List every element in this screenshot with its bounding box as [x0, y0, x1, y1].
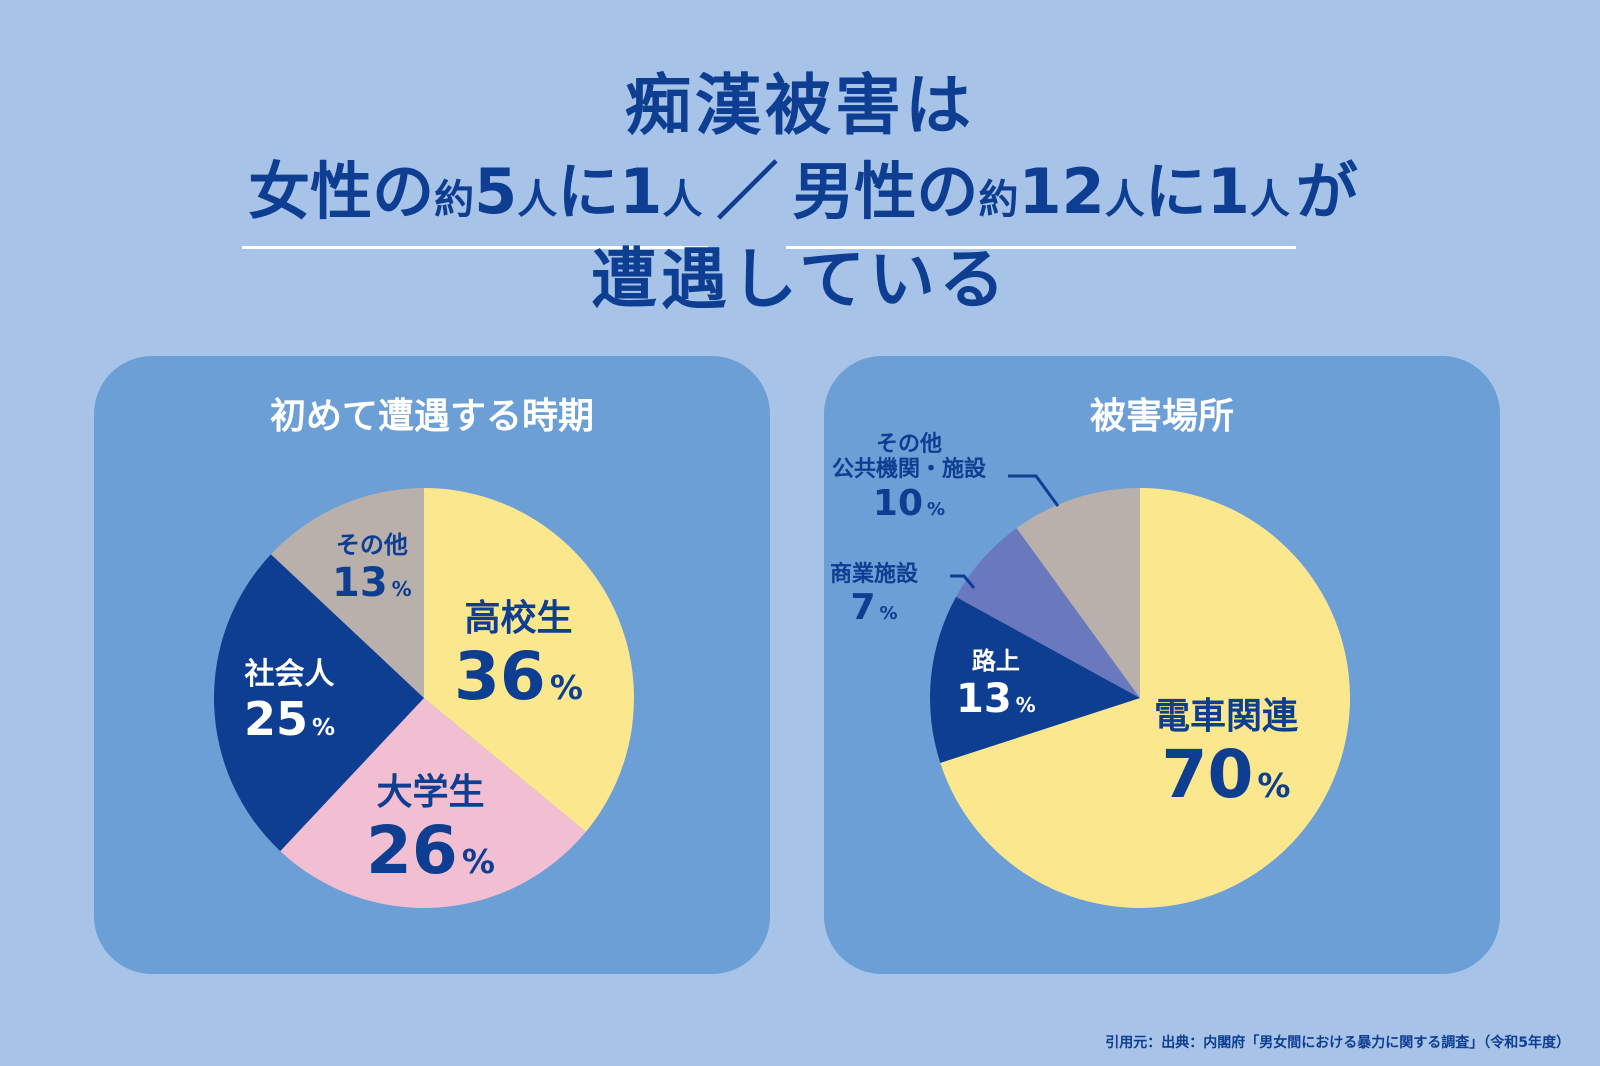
- first-encounter-title: 初めて遭遇する時期: [269, 396, 594, 437]
- label-densha-value: 70%: [1154, 737, 1298, 813]
- label-koukousei: 高校生 36%: [454, 598, 583, 715]
- female-prefix: 女性の: [248, 155, 435, 228]
- headline-slash: ／: [716, 155, 779, 228]
- label-rojo: 路上 13%: [956, 647, 1036, 722]
- percent-sign: %: [1257, 766, 1291, 806]
- leader-line-shogyo: [950, 574, 976, 589]
- percent-sign: %: [879, 603, 898, 625]
- label-sonota-right-line2: 公共機関・施設: [832, 457, 987, 483]
- male-underline: 男性の約12人に1人: [786, 150, 1296, 249]
- first-encounter-slice-4: [270, 488, 424, 698]
- female-unit2: 人: [662, 177, 703, 223]
- percent-sign: %: [549, 668, 583, 708]
- label-sonota-right: その他 公共機関・施設 10%: [832, 432, 986, 524]
- daigakusei-value-number: 26: [366, 812, 458, 890]
- label-densha: 電車関連 70%: [1154, 696, 1298, 813]
- label-rojo-value: 13%: [956, 676, 1036, 722]
- male-num: 12: [1018, 155, 1105, 228]
- label-daigakusei: 大学生 26%: [366, 772, 495, 889]
- label-sonota-left: その他 13%: [332, 531, 412, 606]
- male-ni: に: [1144, 155, 1207, 228]
- label-rojo-name: 路上: [971, 647, 1020, 675]
- label-sonota-left-name: その他: [335, 531, 408, 559]
- damage-location-slice-1: [940, 488, 1350, 908]
- damage-location-panel: 被害場所 電車関連 70% 路上 13% 商業施設 7% その他 公共機関・施設…: [824, 356, 1500, 974]
- label-shakaijin: 社会人 25%: [244, 657, 336, 746]
- percent-sign: %: [1015, 692, 1036, 717]
- percent-sign: %: [312, 714, 336, 741]
- female-underline: 女性の約5人に1人: [242, 150, 709, 249]
- label-shogyo: 商業施設 7%: [830, 562, 918, 629]
- label-shakaijin-name: 社会人: [244, 657, 335, 692]
- damage-location-slice-3: [955, 528, 1140, 698]
- male-prefix: 男性の: [792, 155, 979, 228]
- male-about: 約: [978, 177, 1019, 223]
- headline-line2: 女性の約5人に1人／男性の約12人に1人が: [0, 150, 1600, 249]
- headline-line1: 痴漢被害は: [625, 67, 975, 144]
- female-ni: に: [557, 155, 620, 228]
- koukousei-value-number: 36: [454, 638, 546, 716]
- damage-location-slice-2: [930, 596, 1140, 763]
- label-daigakusei-name: 大学生: [376, 772, 485, 813]
- female-about: 約: [434, 177, 475, 223]
- sonota-right-value-number: 10: [872, 482, 924, 524]
- source-citation: 引用元：出典：内閣府「男女間における暴力に関する調査」（令和5年度）: [1105, 1035, 1570, 1051]
- densha-value-number: 70: [1161, 736, 1254, 814]
- headline-ga: が: [1295, 155, 1358, 228]
- percent-sign: %: [461, 842, 495, 882]
- shakaijin-value-number: 25: [244, 691, 309, 746]
- percent-sign: %: [391, 576, 412, 601]
- label-koukousei-name: 高校生: [464, 598, 573, 639]
- damage-location-slice-4: [1016, 488, 1140, 698]
- female-num: 5: [474, 155, 518, 228]
- first-encounter-slice-2: [280, 698, 586, 908]
- label-shogyo-name: 商業施設: [830, 562, 919, 587]
- sonota-left-value-number: 13: [332, 559, 388, 606]
- male-unit2: 人: [1249, 177, 1290, 223]
- label-sonota-right-value: 10%: [832, 483, 986, 524]
- first-encounter-pie: [214, 488, 634, 908]
- male-one: 1: [1206, 155, 1250, 228]
- label-shakaijin-value: 25%: [244, 691, 336, 746]
- female-unit: 人: [517, 177, 558, 223]
- shogyo-value-number: 7: [850, 587, 876, 629]
- label-densha-name: 電車関連: [1154, 696, 1299, 737]
- label-sonota-right-line1: その他: [876, 432, 943, 457]
- headline-line3: 遭遇している: [590, 241, 1010, 318]
- leader-line-sonota: [1008, 474, 1060, 507]
- label-koukousei-value: 36%: [454, 639, 583, 715]
- label-daigakusei-value: 26%: [366, 813, 495, 889]
- first-encounter-slice-1: [424, 488, 634, 832]
- damage-location-title: 被害場所: [1089, 396, 1234, 437]
- label-shogyo-value: 7%: [830, 587, 918, 628]
- damage-location-pie: [930, 474, 1350, 908]
- label-sonota-left-value: 13%: [332, 560, 412, 606]
- first-encounter-panel: 初めて遭遇する時期 高校生 36% 大学生 26% 社会人 25% その他 13…: [94, 356, 770, 974]
- first-encounter-slice-3: [214, 554, 424, 852]
- male-unit: 人: [1104, 177, 1145, 223]
- percent-sign: %: [927, 498, 946, 520]
- rojo-value-number: 13: [956, 675, 1012, 722]
- female-one: 1: [619, 155, 663, 228]
